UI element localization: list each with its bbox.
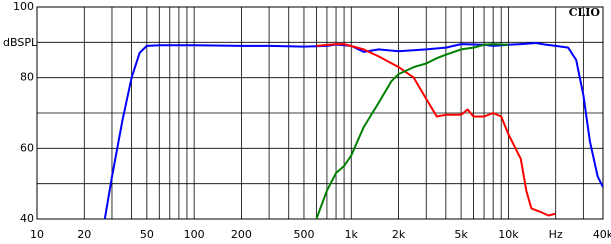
y-axis-label: dBSPL [3, 36, 38, 49]
y-tick-label: 60 [20, 141, 34, 154]
y-tick-label: 100 [13, 0, 34, 13]
x-tick-label: 500 [293, 228, 314, 241]
series-line [315, 43, 509, 219]
x-tick-label: 10k [498, 228, 519, 241]
x-tick-label: 10 [30, 228, 44, 241]
x-tick-label: 20 [77, 228, 91, 241]
y-tick-label: 40 [20, 212, 34, 225]
x-tick-label: 5k [454, 228, 468, 241]
x-tick-label: 100 [184, 228, 205, 241]
chart-title: CLIO [569, 6, 601, 19]
series-line [316, 43, 556, 217]
y-tick-label: 80 [20, 71, 34, 84]
x-tick-label: Hz [549, 228, 563, 241]
series-line [103, 42, 603, 219]
x-tick-label: 200 [231, 228, 252, 241]
x-tick-label: 40k [593, 228, 611, 241]
x-tick-label: 2k [392, 228, 406, 241]
x-tick-label: 1k [345, 228, 359, 241]
x-tick-label: 50 [140, 228, 154, 241]
